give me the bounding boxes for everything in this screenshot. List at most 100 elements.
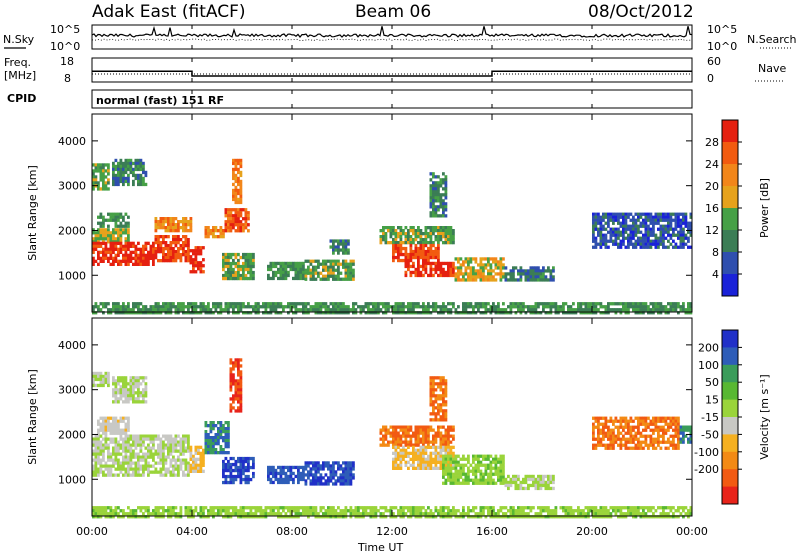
power-echo-cell <box>309 262 313 266</box>
velocity-echo-cell <box>642 440 645 444</box>
velocity-echo-cell <box>174 443 178 447</box>
velocity-echo-cell <box>337 479 340 483</box>
velocity-echo-cell <box>247 468 250 473</box>
velocity-echo-cell <box>429 463 433 467</box>
power-echo-cell <box>347 239 350 243</box>
power-echo-cell <box>294 270 298 275</box>
velocity-echo-cell <box>662 416 665 420</box>
velocity-echo-cell <box>607 443 610 447</box>
velocity-echo-cell <box>599 443 603 447</box>
velocity-echo-cell <box>432 418 435 422</box>
power-echo-cell <box>274 264 278 269</box>
power-echo-cell <box>92 175 95 179</box>
power-echo-cell <box>514 305 518 309</box>
power-echo-cell <box>412 238 415 242</box>
power-echo-cell <box>127 158 130 163</box>
power-echo-cell <box>127 234 130 238</box>
velocity-echo-cell <box>237 388 240 392</box>
velocity-echo-cell <box>179 464 183 468</box>
power-echo-cell <box>242 276 245 281</box>
power-echo-cell <box>119 158 123 163</box>
velocity-echo-cell <box>339 479 343 483</box>
velocity-echo-cell <box>444 379 448 383</box>
power-echo-region <box>232 158 243 205</box>
velocity-echo-cell <box>422 428 425 432</box>
power-echo-cell <box>224 214 228 218</box>
power-echo-cell <box>214 308 218 312</box>
power-echo-cell <box>142 170 145 175</box>
power-echo-cell <box>689 308 693 312</box>
power-echo-cell <box>607 224 610 228</box>
velocity-echo-cell <box>212 442 215 446</box>
power-echo-cell <box>369 308 373 312</box>
power-echo-cell <box>522 308 525 312</box>
power-echo-cell <box>127 311 130 315</box>
power-echo-cell <box>197 261 200 265</box>
velocity-echo-cell <box>679 428 683 432</box>
power-echo-cell <box>444 193 448 197</box>
power-echo-cell <box>602 227 605 231</box>
velocity-echo-cell <box>429 445 433 449</box>
power-echo-cell <box>184 253 188 257</box>
power-echo-cell <box>234 229 238 233</box>
power-echo-cell <box>654 233 658 237</box>
velocity-echo-cell <box>94 473 98 477</box>
frequency-trace <box>92 70 692 77</box>
power-echo-cell <box>374 311 378 315</box>
power-echo-cell <box>499 266 503 270</box>
power-echo-cell <box>544 269 548 273</box>
velocity-echo-cell <box>332 473 335 477</box>
velocity-echo-cell <box>144 400 148 404</box>
velocity-echo-cell <box>652 440 655 444</box>
power-echo-cell <box>212 305 215 309</box>
power-echo-cell <box>659 302 663 306</box>
velocity-echo-cell <box>507 486 510 491</box>
power-echo-cell <box>377 308 380 312</box>
power-echo-cell <box>432 181 435 185</box>
power-echo-cell <box>397 255 400 260</box>
velocity-echo-cell <box>242 459 245 464</box>
power-echo-cell <box>197 311 200 315</box>
velocity-echo-cell <box>464 457 468 461</box>
power-echo-cell <box>407 235 410 239</box>
power-echo-cell <box>174 244 178 248</box>
velocity-echo-cell <box>94 506 98 510</box>
velocity-echo-cell <box>487 481 490 485</box>
velocity-echo-cell <box>502 463 505 467</box>
power-echo-cell <box>632 305 635 309</box>
velocity-echo-cell <box>234 465 238 470</box>
power-echo-cell <box>652 215 655 219</box>
power-echo-cell <box>237 308 240 312</box>
velocity-echo-cell <box>449 481 453 485</box>
power-echo-cell <box>499 311 503 315</box>
velocity-echo-cell <box>437 418 440 422</box>
power-echo-cell <box>612 242 615 246</box>
velocity-echo-cell <box>212 427 215 431</box>
power-echo-cell <box>409 302 413 306</box>
power-echo-cell <box>437 261 440 266</box>
power-echo-cell <box>684 242 688 246</box>
power-echo-cell <box>124 259 128 263</box>
velocity-echo-cell <box>667 425 670 429</box>
velocity-echo-cell <box>419 460 423 464</box>
velocity-echo-cell <box>657 431 660 435</box>
velocity-echo-cell <box>392 451 395 455</box>
power-echo-cell <box>117 212 120 216</box>
power-echo-cell <box>329 268 333 272</box>
velocity-echo-cell <box>197 466 200 470</box>
velocity-echo-cell <box>157 455 160 459</box>
power-echo-cell <box>224 220 228 224</box>
velocity-echo-cell <box>124 385 128 389</box>
power-echo-cell <box>439 196 443 200</box>
velocity-echo-cell <box>417 466 420 470</box>
velocity-echo-cell <box>104 377 108 382</box>
power-echo-cell <box>114 176 118 181</box>
velocity-echo-cell <box>92 458 95 462</box>
power-echo-cell <box>294 264 298 269</box>
power-echo-cell <box>139 253 143 257</box>
power-echo-cell <box>184 235 188 239</box>
power-echo-cell <box>484 278 488 282</box>
power-echo-cell <box>529 305 533 309</box>
power-echo-cell <box>607 239 610 243</box>
velocity-echo-cell <box>114 428 118 432</box>
